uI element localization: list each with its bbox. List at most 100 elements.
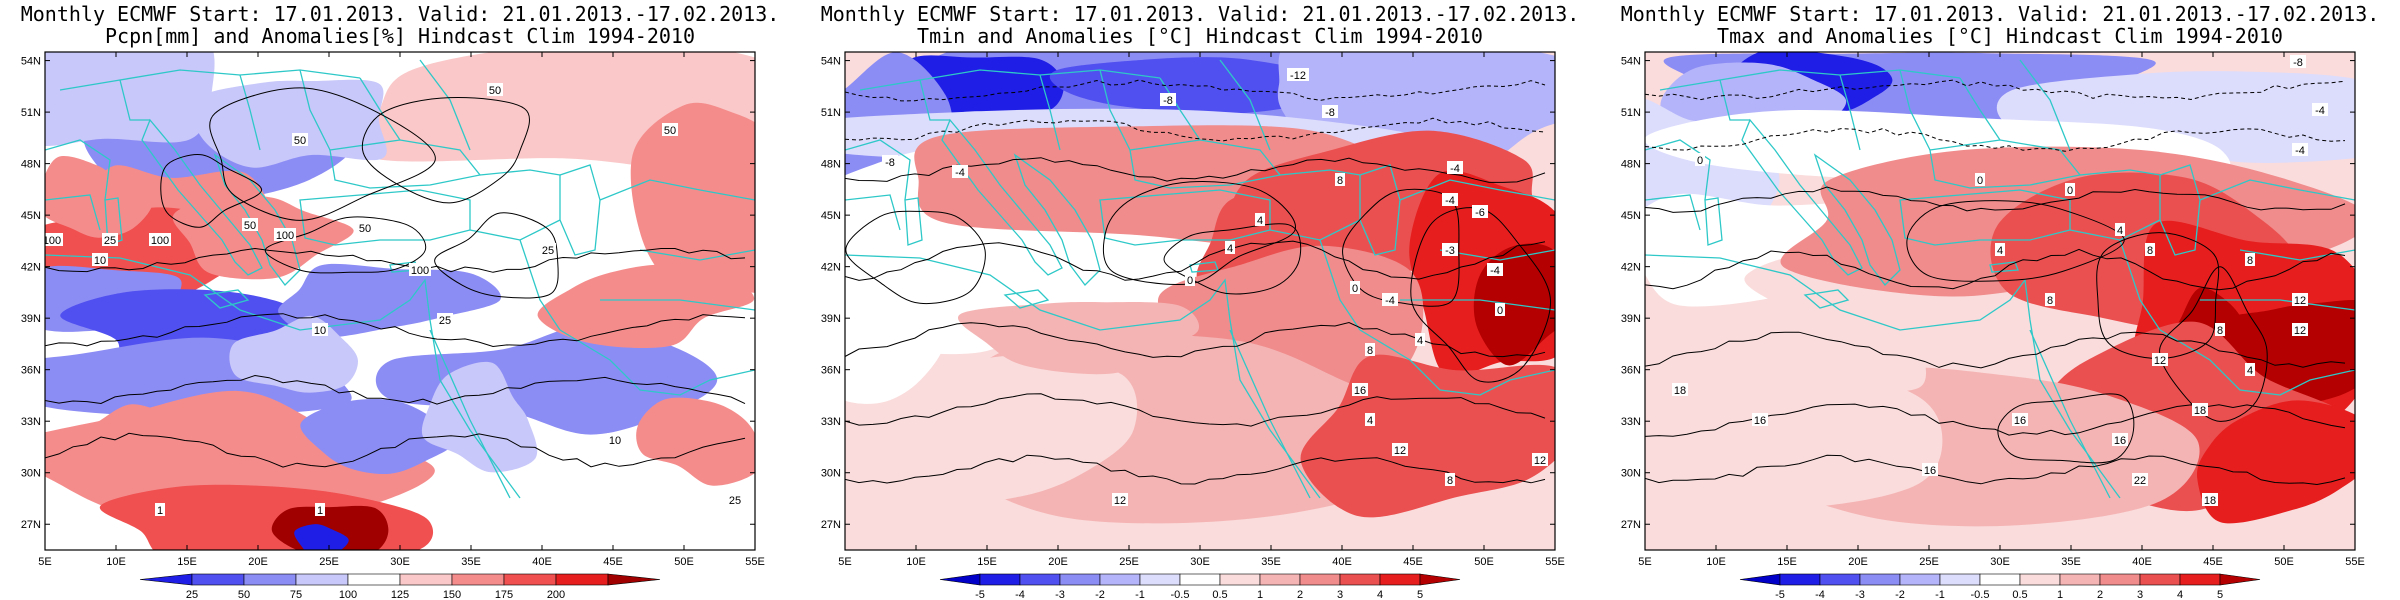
lon-label: 20E [248,556,268,568]
contour-label: -8 [1163,95,1173,107]
contour-line [1645,186,2346,213]
contour-line [45,313,746,348]
contour-label: -4 [2295,145,2305,157]
colorbar-swatch [1779,573,1821,586]
coastline [1899,189,2071,246]
lat-label: 30N [821,468,841,480]
anomaly-region [630,102,755,298]
coastline [559,329,755,396]
contour-label: 8 [2047,295,2053,307]
contour-label: 8 [2147,245,2153,257]
contour-label: 4 [2247,365,2253,377]
contour-label-bg [2192,403,2208,416]
colorbar-swatch [1379,573,1421,586]
coastline [1704,197,1723,246]
contour-lines [45,87,746,468]
contour-label: 18 [2204,495,2216,507]
coastline [2159,329,2355,396]
anomaly-region [1473,243,1555,366]
contour-label: -12 [1290,70,1306,82]
anomaly-region [300,398,458,475]
contour-label-bg [727,493,743,506]
contour-label-bg [2152,353,2168,366]
contour-label: 100 [151,235,169,247]
contour-label: 1 [317,505,323,517]
coastline [1099,69,1131,151]
anomaly-region [1645,369,1943,511]
contour-line [845,240,1546,281]
lat-label: 33N [821,416,841,428]
contour-label-bg [2045,293,2055,306]
panel-title-line1: Monthly ECMWF Start: 17.01.2013. Valid: … [20,2,780,26]
contour-label-bg [1255,213,1265,226]
coastline [2019,59,2071,151]
contour-label-bg [292,133,308,146]
contour-label-bg [952,165,968,178]
anomaly-region [375,324,718,435]
lat-label: 39N [821,313,841,325]
coastline [1645,194,1701,231]
contour-label-bg [1672,383,1688,396]
colorbar-arrow-left [1739,573,1781,586]
lat-label: 39N [21,313,41,325]
contour-label: 50 [359,223,371,235]
lat-label: 51N [821,107,841,119]
contour-ring [160,154,263,228]
contour-label-bg [2312,103,2328,116]
anomaly-region [45,156,153,238]
coastline [1319,239,1361,331]
anomaly-region [848,355,1138,506]
coastline [1839,74,1861,151]
contour-ring [2096,232,2220,360]
coastline [1159,77,1201,141]
lon-label: 15E [977,556,997,568]
contour-label-bg [149,233,171,246]
lat-label: 42N [1621,262,1641,274]
colorbar-swatch [1859,573,1901,586]
colorbar-swatch [295,573,349,586]
coastline [845,139,911,201]
contour-label: 10 [609,435,621,447]
lon-label: 10E [906,556,926,568]
lon-label: 50E [2274,556,2294,568]
lon-label: 35E [461,556,481,568]
contour-label: 50 [294,135,306,147]
contour-ring [1906,200,2125,282]
coastline [1719,79,1750,121]
coastlines [1645,59,2355,499]
colorbar-label: 25 [186,589,198,600]
anomaly-region [278,263,502,338]
lat-label: 36N [1621,365,1641,377]
coastlines [45,59,755,499]
colorbar-label: 0.5 [1212,589,1227,600]
colorbar-arrow-right [2219,573,2261,586]
lat-label: 54N [1621,56,1641,68]
lon-label: 15E [177,556,197,568]
panel-title-line2: Tmax and Anomalies [°C] Hindcast Clim 19… [1717,24,2283,48]
contour-label: 50 [489,85,501,97]
contour-label-bg [102,233,118,246]
colorbar-arrow-right [1419,573,1461,586]
coastline [45,194,101,231]
colorbar-label: 5 [1417,589,1423,600]
colorbar-swatch [503,573,557,586]
contour-label: 8 [1367,345,1373,357]
coastline [2200,299,2355,311]
anomaly-region [45,52,215,146]
contour-label-bg [45,233,63,246]
tmin-panel: Monthly ECMWF Start: 17.01.2013. Valid: … [800,0,1600,600]
panel-title-line1: Monthly ECMWF Start: 17.01.2013. Valid: … [820,2,1580,26]
contour-label-bg [2215,323,2225,336]
contour-label-bg [1975,173,1985,186]
contour-label-bg [312,323,328,336]
coastline [919,79,950,121]
contour-label: 10 [94,255,106,267]
contour-label: -8 [2293,57,2303,69]
coastline [479,169,561,176]
colorbar-swatch [2059,573,2101,586]
lat-label: 48N [21,159,41,171]
contour-label-bg [1335,173,1345,186]
coastline [519,239,561,331]
contour-label-bg [1392,443,1408,456]
